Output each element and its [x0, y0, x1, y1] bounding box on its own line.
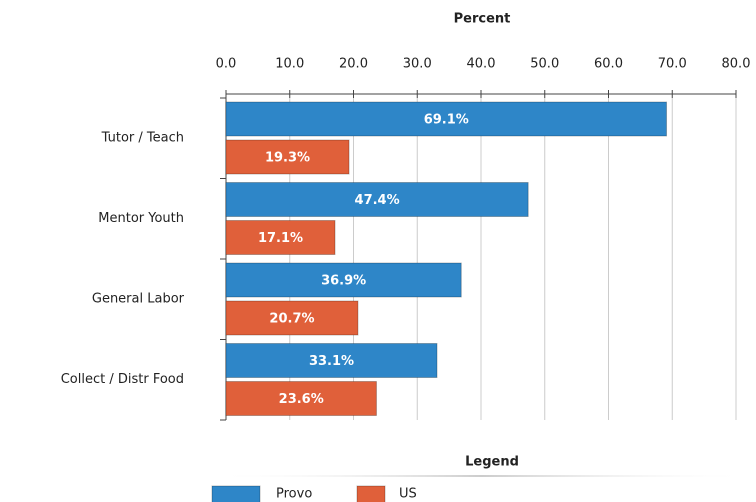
- x-tick-label: 40.0: [467, 57, 496, 72]
- x-tick-label: 70.0: [658, 57, 687, 72]
- value-label: 36.9%: [321, 274, 366, 289]
- x-tick-label: 10.0: [275, 57, 304, 72]
- x-tick-label: 30.0: [403, 57, 432, 72]
- x-tick-label: 60.0: [594, 57, 623, 72]
- y-tick-label: Mentor Youth: [98, 211, 184, 226]
- value-label: 23.6%: [279, 392, 324, 407]
- value-label: 17.1%: [258, 231, 303, 246]
- value-label: 20.7%: [269, 312, 314, 327]
- x-axis-label: Percent: [454, 12, 511, 27]
- bar: [225, 262, 462, 298]
- x-tick-label: 80.0: [722, 57, 751, 72]
- x-tick-label: 20.0: [339, 57, 368, 72]
- x-tick-label: 0.0: [216, 57, 237, 72]
- y-tick-label: Collect / Distr Food: [61, 372, 184, 387]
- value-label: 33.1%: [309, 354, 354, 369]
- y-tick-label: Tutor / Teach: [101, 131, 184, 146]
- value-label: 19.3%: [265, 151, 310, 166]
- bar: [225, 343, 438, 378]
- legend-swatch: [211, 485, 261, 502]
- x-tick-label: 50.0: [530, 57, 559, 72]
- value-label: 69.1%: [424, 113, 469, 128]
- bar: [225, 381, 377, 416]
- legend-label: Provo: [276, 487, 312, 502]
- value-label: 47.4%: [355, 193, 400, 208]
- bar: [225, 139, 350, 175]
- bar: [225, 182, 529, 217]
- bar: [225, 220, 336, 255]
- bar: [225, 101, 668, 137]
- y-tick-label: General Labor: [92, 292, 185, 307]
- legend-swatch: [356, 485, 386, 502]
- legend-title: Legend: [465, 455, 519, 470]
- legend-label: US: [399, 487, 417, 502]
- bar: [225, 300, 359, 336]
- legend-rule: [212, 475, 752, 477]
